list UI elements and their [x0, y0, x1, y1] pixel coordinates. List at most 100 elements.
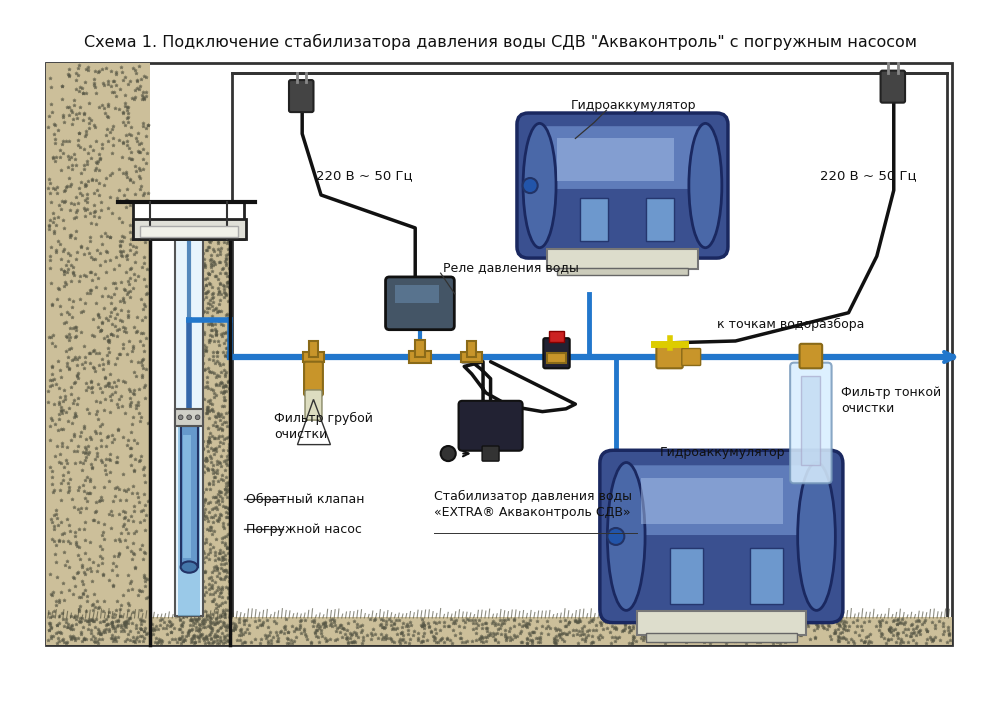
- Point: [43, 196, 59, 208]
- Point: [95, 570, 111, 581]
- Point: [593, 618, 609, 629]
- Point: [624, 637, 640, 648]
- Point: [184, 632, 200, 643]
- Point: [174, 428, 190, 440]
- Point: [51, 536, 67, 547]
- Point: [120, 615, 136, 626]
- Point: [190, 399, 206, 411]
- Point: [193, 537, 209, 548]
- Point: [182, 440, 198, 451]
- Point: [315, 618, 331, 630]
- Point: [214, 423, 230, 435]
- Point: [134, 314, 150, 326]
- Point: [133, 618, 149, 630]
- Point: [58, 617, 74, 628]
- Point: [90, 321, 106, 333]
- Point: [77, 351, 93, 363]
- Point: [764, 624, 780, 635]
- Point: [40, 182, 56, 193]
- Point: [694, 627, 710, 638]
- Point: [209, 458, 225, 470]
- Bar: [557, 139, 674, 181]
- Point: [77, 454, 93, 466]
- Point: [823, 633, 839, 644]
- Point: [218, 557, 234, 568]
- Point: [66, 94, 82, 106]
- Point: [215, 564, 231, 575]
- Point: [702, 638, 718, 649]
- Point: [569, 616, 585, 628]
- Point: [54, 81, 70, 92]
- Point: [120, 584, 136, 595]
- Point: [59, 306, 75, 318]
- Point: [114, 231, 130, 242]
- Point: [212, 414, 228, 426]
- Point: [56, 196, 72, 208]
- Point: [415, 616, 431, 628]
- Point: [211, 286, 227, 298]
- Point: [75, 446, 91, 458]
- Point: [75, 306, 91, 317]
- Point: [199, 407, 215, 418]
- Point: [63, 276, 79, 287]
- Point: [405, 629, 421, 640]
- Point: [193, 243, 209, 255]
- Point: [137, 476, 153, 487]
- Point: [175, 577, 191, 588]
- Point: [77, 568, 93, 580]
- Point: [188, 440, 204, 451]
- Point: [392, 637, 408, 648]
- Point: [169, 338, 185, 350]
- Point: [822, 615, 838, 626]
- Point: [92, 616, 108, 628]
- Point: [180, 348, 196, 360]
- Point: [200, 396, 216, 407]
- Point: [73, 240, 89, 251]
- Point: [203, 324, 219, 336]
- Point: [198, 483, 214, 495]
- Point: [57, 559, 73, 570]
- Point: [114, 316, 130, 327]
- Point: [60, 150, 76, 161]
- Point: [218, 564, 234, 575]
- Point: [202, 428, 218, 439]
- Point: [448, 615, 464, 626]
- Bar: [309, 341, 318, 357]
- Point: [218, 472, 234, 483]
- Point: [194, 458, 210, 470]
- Point: [767, 629, 783, 640]
- Point: [215, 546, 231, 558]
- Point: [432, 625, 448, 636]
- Point: [580, 629, 596, 640]
- Point: [41, 608, 57, 619]
- Point: [375, 614, 391, 625]
- Point: [87, 425, 103, 436]
- Point: [176, 411, 192, 423]
- Point: [45, 182, 61, 193]
- Point: [205, 243, 221, 255]
- Point: [416, 619, 432, 630]
- Point: [643, 619, 659, 630]
- Point: [177, 635, 193, 646]
- Point: [202, 236, 218, 248]
- Point: [367, 628, 383, 639]
- Point: [77, 584, 93, 595]
- Point: [677, 628, 693, 640]
- Point: [753, 618, 769, 630]
- Point: [102, 310, 118, 321]
- Point: [68, 191, 84, 203]
- Point: [182, 620, 198, 631]
- Point: [344, 637, 360, 648]
- Point: [548, 637, 564, 648]
- Point: [108, 380, 124, 391]
- Point: [172, 614, 188, 625]
- Point: [225, 624, 241, 635]
- Point: [185, 583, 201, 594]
- Point: [123, 545, 139, 557]
- Point: [126, 93, 142, 104]
- Point: [838, 633, 854, 645]
- Point: [71, 481, 87, 493]
- Point: [292, 621, 308, 633]
- Point: [689, 615, 705, 627]
- Point: [211, 637, 227, 648]
